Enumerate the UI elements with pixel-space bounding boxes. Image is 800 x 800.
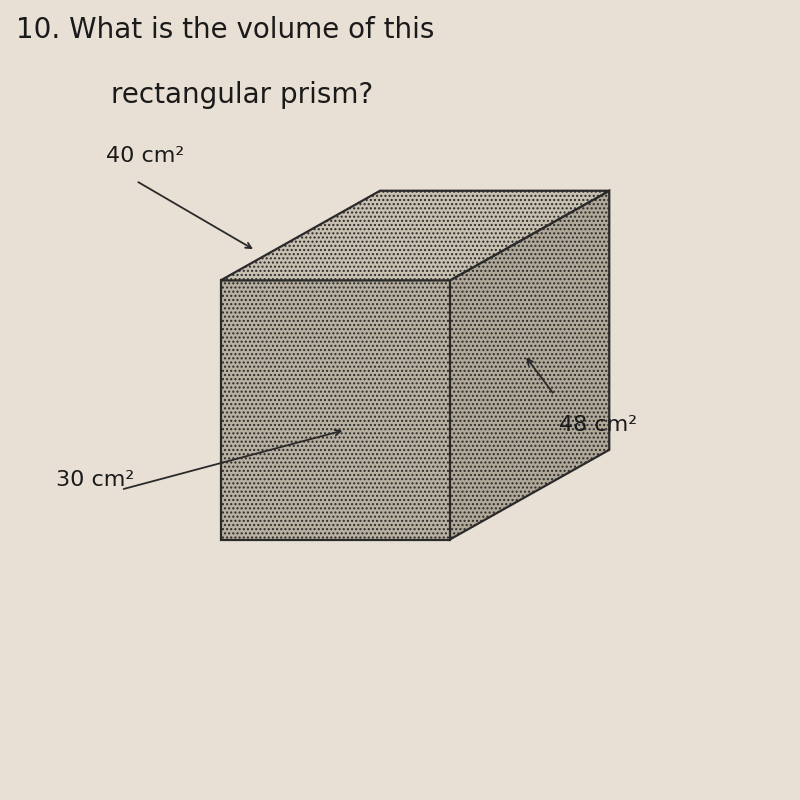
Polygon shape (450, 190, 610, 539)
Text: 10. What is the volume of this: 10. What is the volume of this (16, 16, 434, 44)
Text: 48 cm²: 48 cm² (559, 415, 638, 435)
Text: 40 cm²: 40 cm² (106, 146, 184, 166)
Polygon shape (221, 281, 450, 539)
Text: rectangular prism?: rectangular prism? (111, 81, 374, 109)
Text: 30 cm²: 30 cm² (56, 470, 134, 490)
Polygon shape (221, 190, 610, 281)
